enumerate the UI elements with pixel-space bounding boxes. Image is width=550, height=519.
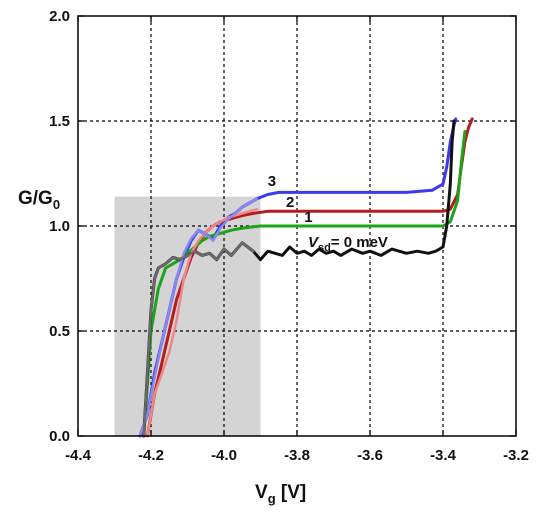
- x-tick-label-5: -3.4: [430, 447, 457, 464]
- axis-ticks: -4.4 -4.2 -4.0 -3.8 -3.6 -3.4 -3.2 0.0 0.5 1.0 1.5…: [49, 8, 529, 464]
- x-axis-label: Vg [V]: [255, 482, 306, 506]
- x-tick-label-2: -4.0: [211, 447, 237, 464]
- series-lines: [138, 117, 474, 438]
- x-tick-label-3: -3.8: [284, 447, 310, 464]
- curve-label-1: 1: [304, 209, 312, 226]
- x-tick-label-0: -4.4: [65, 447, 92, 464]
- curve-label-2: 2: [286, 194, 294, 211]
- y-tick-label-3: 1.5: [49, 113, 70, 130]
- series-line-2: [142, 130, 467, 438]
- series-line-5: [138, 197, 259, 438]
- x-tick-label-1: -4.2: [138, 447, 164, 464]
- y-tick-label-1: 0.5: [49, 323, 70, 340]
- vsd-label: Vsd= 0 meV: [308, 234, 388, 254]
- curve-annotations: 321 Vsd= 0 meV: [268, 173, 388, 254]
- y-tick-label-4: 2.0: [49, 8, 70, 25]
- series-line-4: [146, 207, 259, 438]
- x-tick-label-6: -3.2: [503, 447, 529, 464]
- curve-label-3: 3: [268, 173, 276, 190]
- y-tick-label-0: 0.0: [49, 428, 70, 445]
- x-tick-label-4: -3.6: [357, 447, 383, 464]
- shaded-region: [114, 196, 261, 436]
- series-line-1: [145, 117, 474, 438]
- series-line-6: [142, 241, 255, 438]
- y-tick-label-2: 1.0: [49, 218, 70, 235]
- y-axis-label: G/G0: [18, 188, 60, 212]
